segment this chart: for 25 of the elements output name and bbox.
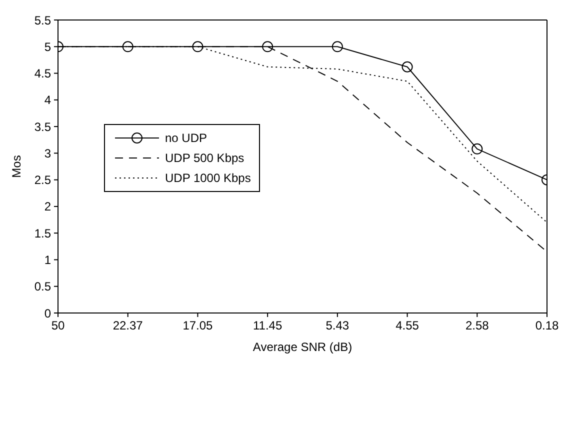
y-tick-label: 1 bbox=[44, 252, 52, 267]
x-axis-title: Average SNR (dB) bbox=[252, 340, 352, 354]
y-tick-label: 4 bbox=[44, 93, 52, 108]
y-tick-label: 1.5 bbox=[34, 226, 52, 240]
legend-label: UDP 1000 Kbps bbox=[165, 171, 251, 185]
y-tick-label: 3 bbox=[44, 146, 52, 160]
x-tick-label: 17.05 bbox=[182, 318, 214, 333]
legend-label: UDP 500 Kbps bbox=[165, 151, 244, 165]
x-tick-label: 5.43 bbox=[326, 318, 350, 333]
x-tick-label: 2.58 bbox=[465, 318, 490, 333]
x-tick-label: 22.37 bbox=[112, 318, 144, 333]
x-tick-label: 50 bbox=[51, 318, 65, 333]
y-tick-label: 0 bbox=[44, 306, 52, 320]
y-tick-label: 2.5 bbox=[34, 173, 52, 188]
legend-label: no UDP bbox=[165, 131, 208, 145]
y-tick-label: 4.5 bbox=[34, 66, 52, 81]
x-tick-label: 0.18 bbox=[535, 318, 559, 333]
y-tick-label: 2 bbox=[44, 200, 52, 214]
y-tick-label: 0.5 bbox=[34, 280, 52, 294]
y-tick-label: 5.5 bbox=[34, 13, 52, 28]
y-axis-title: Mos bbox=[9, 155, 24, 178]
y-tick-label: 5 bbox=[44, 40, 52, 54]
x-tick-label: 11.45 bbox=[253, 318, 282, 333]
y-tick-label: 3.5 bbox=[34, 120, 52, 134]
x-tick-label: 4.55 bbox=[396, 318, 420, 333]
